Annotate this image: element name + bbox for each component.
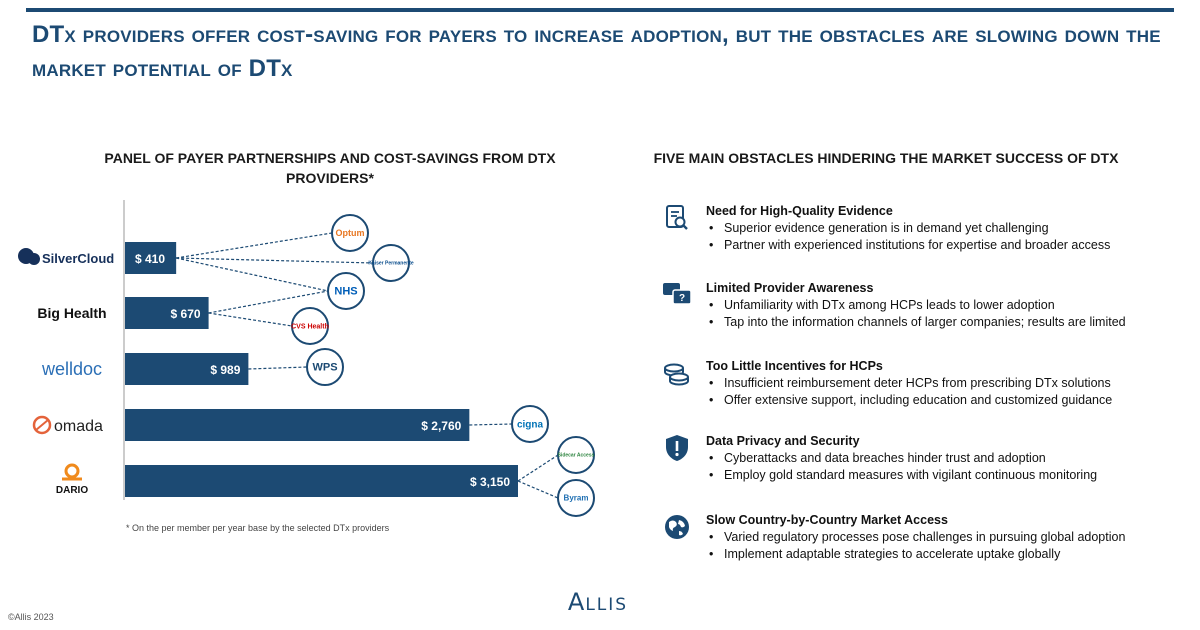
partner-connector [176,232,333,259]
partner-name: cigna [517,419,544,430]
access-logo-icon: Sidecar Access [557,436,595,474]
page-headline: DTx providers offer cost-saving for paye… [32,21,1161,82]
obstacle-bullet: Offer extensive support, including educa… [706,392,1186,409]
partner-connector [517,480,559,499]
partner-name: CVS Health [291,323,329,330]
bar-value-label: $ 3,150 [470,475,510,489]
cost-savings-bar-chart: $ 410 $ 670 $ 989 $ 2,760 $ 3,150 SilverClou… [18,200,595,517]
obstacle-bullets: Superior evidence generation is in deman… [706,220,1186,254]
obstacle-bullets: Insufficient reimbursement deter HCPs fr… [706,375,1186,409]
bar-dario [125,465,518,497]
document-search-icon [662,203,692,233]
obstacle-title: Slow Country-by-Country Market Access [706,513,948,527]
obstacle-text: Need for High-Quality Evidence Superior e… [706,203,1186,254]
partner-name: Optum [336,228,365,238]
allis-logo: ALLIS [567,588,629,616]
bar-silvercloud [125,242,177,274]
partner-name: Kaiser Permanente [368,261,414,267]
bars-group [125,242,518,497]
bar-value-label: $ 989 [210,363,240,377]
obstacle-bullets: Unfamiliarity with DTx among HCPs leads … [706,297,1186,331]
partner-name: NHS [334,286,357,298]
bar-welldoc [125,353,249,385]
obstacle-title: Data Privacy and Security [706,434,860,448]
partner-connector [208,312,293,327]
obstacle-text: Data Privacy and Security Cyberattacks an… [706,433,1186,484]
silvercloud-logo [18,248,40,265]
obstacle-bullet: Superior evidence generation is in deman… [706,220,1186,237]
obstacle-bullets: Varied regulatory processes pose challen… [706,529,1186,563]
partner-name: Sidecar Access [558,453,595,459]
bar-value-label: $ 2,760 [421,419,461,433]
obstacle-title: Limited Provider Awareness [706,281,874,295]
obstacle-bullet: Employ gold standard measures with vigil… [706,467,1186,484]
omada-logo [32,415,52,435]
byram-logo-icon: Byram [557,479,595,517]
dario-logo [62,463,82,481]
provider-name-dario: DARIO [56,485,88,496]
provider-name-bighealth: Big Health [37,305,106,321]
partner-connector [208,290,329,314]
partner-connector [469,423,513,426]
partner-connector [517,454,559,482]
partner-connectors [176,232,559,499]
cvs-health-logo-icon: CVS Health [291,307,329,345]
nhs-logo-icon: NHS [327,272,365,310]
obstacle-bullet: Varied regulatory processes pose challen… [706,529,1186,546]
bar-value-label: $ 670 [171,307,201,321]
obstacle-bullet: Unfamiliarity with DTx among HCPs leads … [706,297,1186,314]
provider-logos-group: SilverCloud Big Health welldoc omada DARIO [18,248,114,496]
svg-text:?: ? [679,293,685,304]
top-rule [26,8,1174,12]
optum-logo-icon: Optum [331,214,369,252]
obstacle-bullet: Implement adaptable strategies to accele… [706,546,1186,563]
partner-name: Byram [564,494,589,503]
obstacles-section-title: FIVE MAIN OBSTACLES HINDERING THE MARKET… [653,150,1119,166]
partner-connector [176,257,374,264]
obstacle-bullet: Tap into the information channels of lar… [706,314,1186,331]
obstacle-bullet: Insufficient reimbursement deter HCPs fr… [706,375,1186,392]
obstacle-text: Too Little Incentives for HCPs Insufficie… [706,358,1186,409]
partner-connector [176,257,329,292]
bar-big-health [125,297,209,329]
obstacle-title: Need for High-Quality Evidence [706,204,893,218]
obstacle-bullets: Cyberattacks and data breaches hinder tr… [706,450,1186,484]
obstacle-bullet: Cyberattacks and data breaches hinder tr… [706,450,1186,467]
shield-icon [662,433,692,463]
question-chat-icon: ? [662,280,692,310]
provider-name-omada: omada [54,418,103,435]
partner-name: WPS [312,362,337,374]
partner-connector [248,366,308,370]
obstacle-text: Slow Country-by-Country Market Access Var… [706,512,1186,563]
provider-name-silvercloud: SilverCloud [42,251,114,266]
copyright: ©Allis 2023 [8,612,54,622]
kaiser-permanente-logo-icon: Kaiser Permanente [368,244,414,282]
wps-logo-icon: WPS [306,348,344,386]
globe-icon [662,512,692,542]
partner-logos-group: Optum Kaiser Permanente NHS CVS Health WPS ci… [291,214,595,517]
cigna-logo-icon: cigna [511,405,549,443]
chart-footnote: * On the per member per year base by the… [126,523,390,533]
obstacle-bullet: Partner with experienced institutions fo… [706,237,1186,254]
obstacle-text: Limited Provider Awareness Unfamiliarity … [706,280,1186,331]
obstacle-title: Too Little Incentives for HCPs [706,359,883,373]
provider-name-welldoc: welldoc [41,359,102,379]
bar-omada [125,409,470,441]
value-labels-group: $ 410 $ 670 $ 989 $ 2,760 $ 3,150 [135,252,510,489]
bar-value-label: $ 410 [135,252,165,266]
coins-icon [662,358,692,388]
chart-section-title: PANEL OF PAYER PARTNERSHIPS AND COST-SAV… [104,150,556,186]
